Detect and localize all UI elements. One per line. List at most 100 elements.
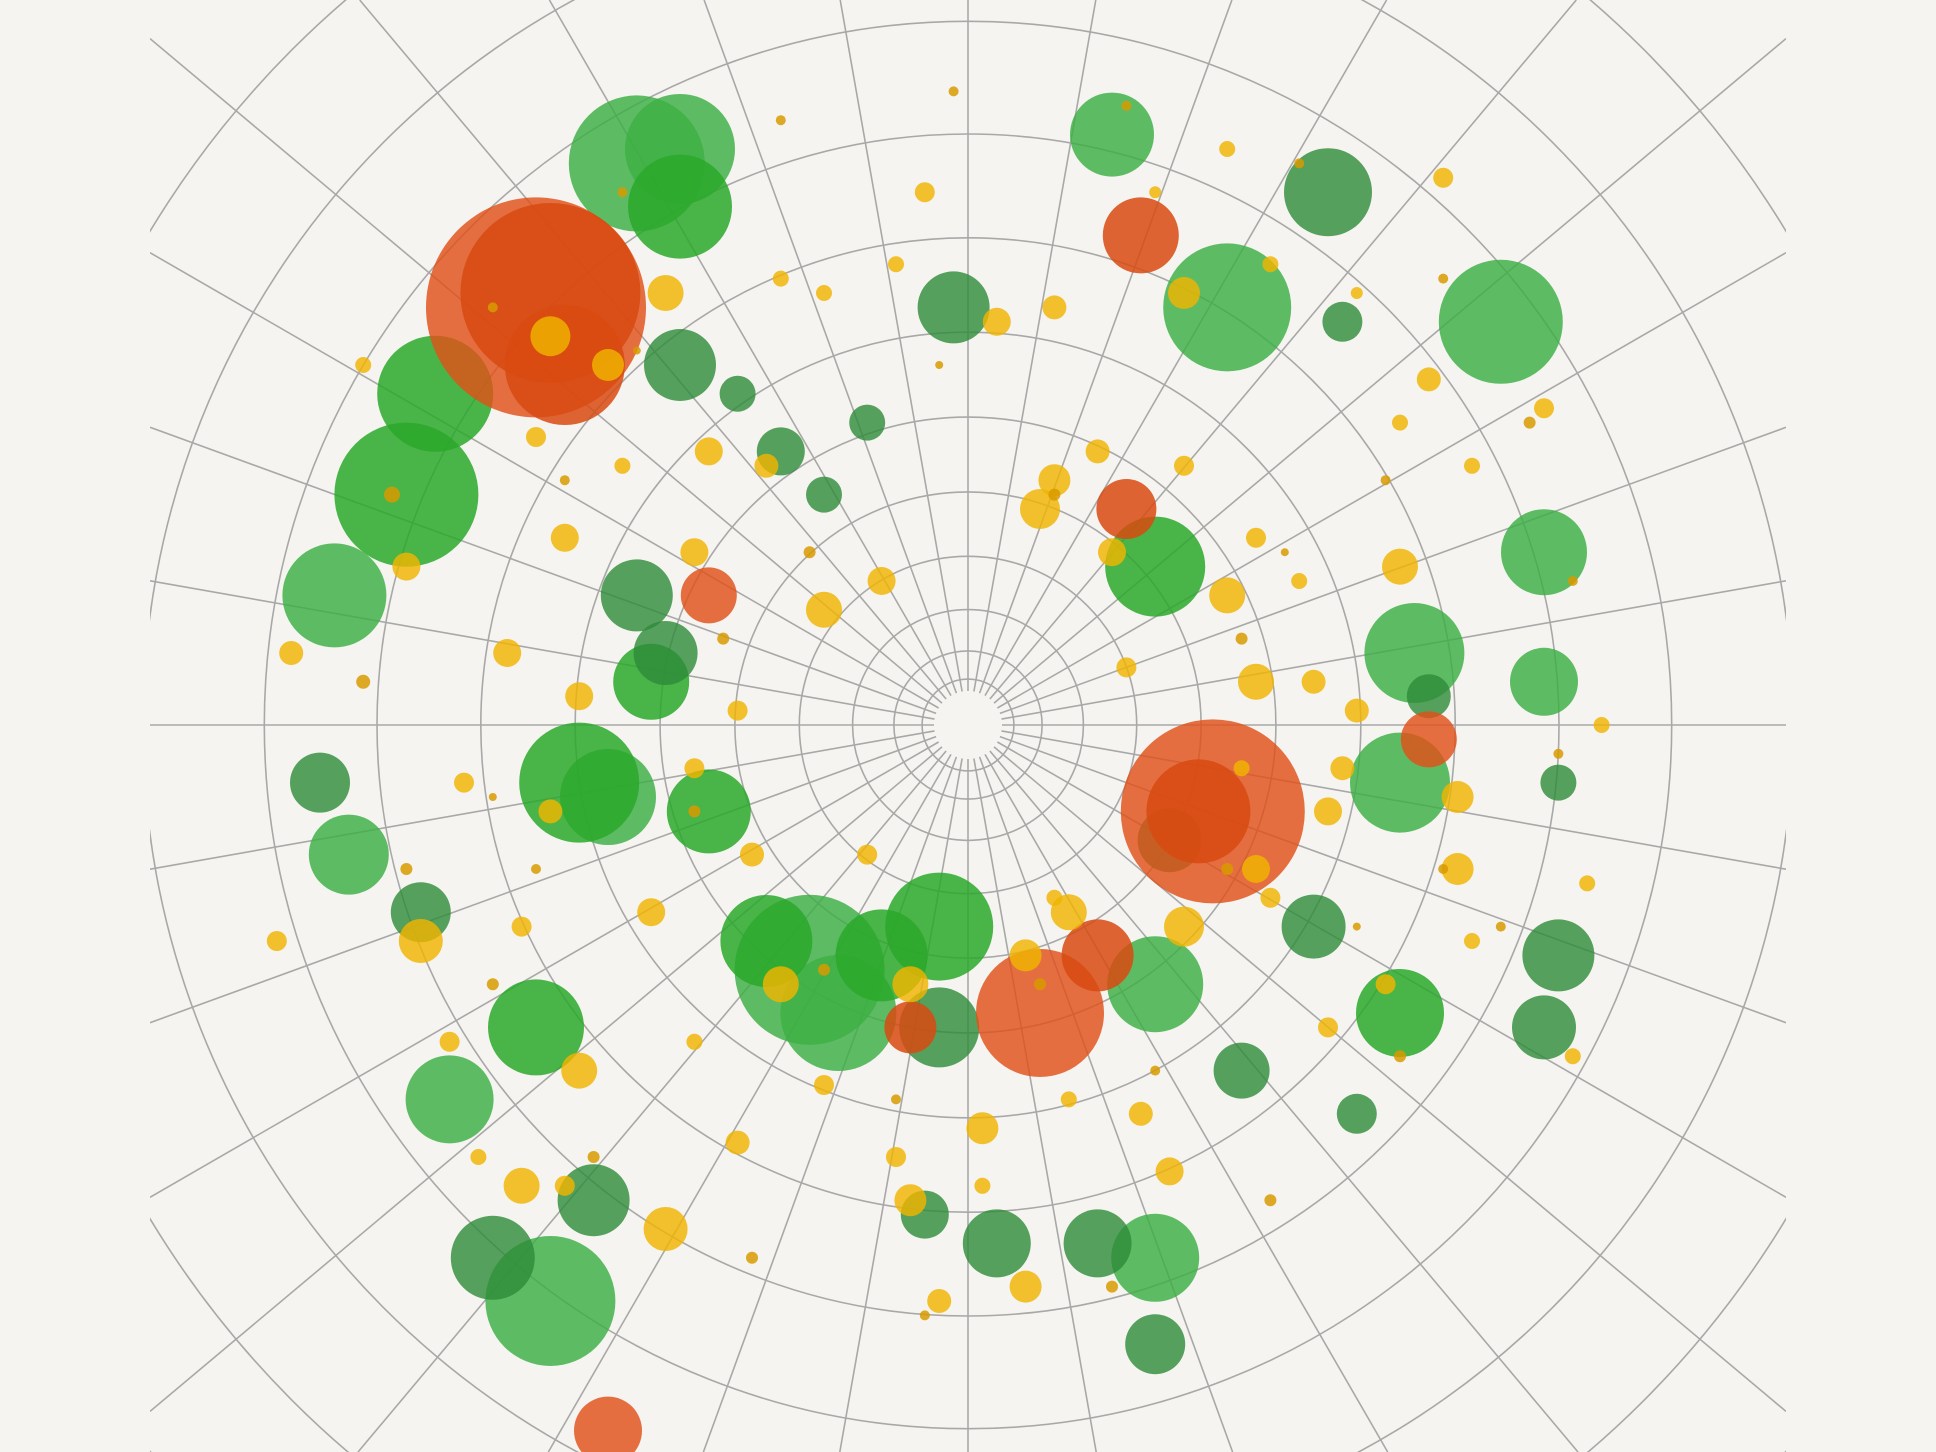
bubble-point [600, 559, 673, 632]
grid-spoke [150, 741, 939, 1198]
bubble-point [892, 966, 929, 1003]
bubble-point [1042, 295, 1067, 320]
bubble-point [647, 275, 684, 311]
bubble-point [1593, 717, 1610, 733]
bubble-point [1318, 1017, 1338, 1038]
bubble-point [891, 1094, 901, 1105]
grid-spoke [150, 735, 937, 1024]
bubble-point [1034, 978, 1046, 991]
bubble-point [1416, 367, 1441, 392]
bubble-point [1352, 922, 1361, 931]
bubble-point [308, 814, 389, 895]
bubble-point [1085, 439, 1110, 464]
bubble-marks [266, 86, 1610, 1452]
bubble-point [439, 1031, 460, 1052]
bubble-point [1038, 464, 1071, 497]
bubble-point [587, 1151, 600, 1163]
bubble-point [775, 115, 786, 126]
bubble-point [565, 682, 594, 711]
bubble-point [1356, 969, 1444, 1057]
bubble-point [1501, 509, 1587, 596]
grid-spoke [989, 750, 1579, 1452]
grid-spoke [357, 750, 947, 1452]
series-orange-red [460, 197, 1251, 1054]
bubble-point [974, 1177, 991, 1194]
bubble-point [727, 700, 748, 721]
bubble-point [530, 316, 571, 357]
bubble-point [1567, 576, 1578, 586]
bubble-point [488, 793, 497, 801]
grid-spoke [703, 0, 958, 694]
bubble-point [948, 86, 959, 97]
series-gold [266, 141, 1610, 1313]
bubble-point [405, 1055, 494, 1144]
bubble-point [1438, 864, 1449, 874]
bubble-point [1284, 148, 1372, 237]
bubble-point [1392, 414, 1408, 431]
bubble-point [680, 538, 709, 567]
bubble-point [1441, 853, 1474, 885]
bubble-point [1540, 764, 1577, 801]
bubble-point [982, 307, 1011, 336]
bubble-point [519, 722, 640, 843]
bubble-point [772, 270, 789, 287]
bubble-point [740, 842, 764, 867]
bubble-point [1522, 919, 1595, 992]
bubble-point [1322, 301, 1363, 342]
grid-spoke [997, 252, 1786, 709]
bubble-point [470, 1149, 487, 1165]
bubble-point [1106, 1280, 1118, 1293]
bubble-point [1146, 759, 1251, 864]
bubble-point [1512, 995, 1576, 1060]
bubble-point [1510, 647, 1578, 716]
bubble-point [884, 1001, 937, 1054]
bubble-point [1009, 1270, 1042, 1303]
bubble-point [561, 1052, 598, 1089]
bubble-point [1394, 1050, 1406, 1063]
bubble-point [1344, 698, 1369, 723]
bubble-point [488, 979, 584, 1076]
bubble-point [684, 758, 705, 779]
bubble-point [592, 349, 624, 381]
bubble-point [1433, 167, 1454, 188]
bubble-point [614, 457, 631, 474]
bubble-point [628, 154, 732, 259]
grid-spoke [547, 754, 952, 1452]
bubble-point [806, 591, 842, 628]
bubble-point [398, 919, 443, 963]
bubble-point [1063, 1209, 1132, 1278]
bubble-point [1579, 875, 1596, 892]
bubble-point [1060, 1091, 1077, 1108]
bubble-point [919, 1310, 930, 1321]
bubble-point [1150, 1065, 1161, 1076]
bubble-point [1048, 488, 1061, 501]
bubble-point [1294, 158, 1305, 169]
bubble-point [888, 256, 904, 273]
bubble-point [754, 453, 779, 478]
bubble-point [1168, 277, 1200, 309]
grid-spoke [993, 746, 1786, 1413]
bubble-point [927, 1289, 952, 1313]
bubble-point [557, 1164, 630, 1237]
bubble-point [688, 805, 701, 818]
bubble-point [803, 546, 816, 559]
bubble-point [282, 543, 387, 648]
bubble-point [1375, 974, 1396, 995]
bubble-point [1235, 632, 1248, 645]
bubble-point [849, 404, 886, 441]
bubble-point [632, 346, 641, 355]
bubble-point [746, 1251, 758, 1264]
bubble-point [1314, 797, 1342, 826]
bubble-point [355, 357, 372, 373]
bubble-point [1125, 1314, 1186, 1375]
grid-spoke [989, 0, 1577, 700]
bubble-point [384, 486, 400, 503]
bubble-point [454, 772, 474, 793]
bubble-point [559, 475, 570, 486]
bubble-point [1174, 455, 1194, 476]
bubble-point [1291, 573, 1308, 589]
bubble-point [1102, 197, 1179, 274]
bubble-point [538, 799, 563, 824]
bubble-point [666, 769, 751, 854]
bubble-point [1105, 516, 1206, 617]
